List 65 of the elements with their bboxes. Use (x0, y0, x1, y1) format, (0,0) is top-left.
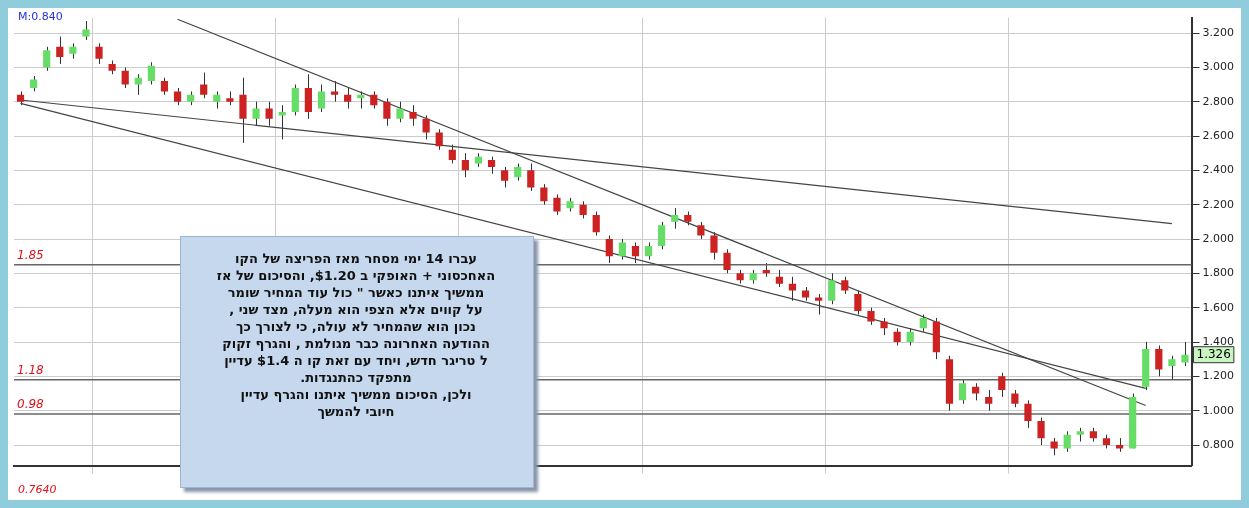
candlestick (344, 87, 352, 110)
y-tick-label: 2.200 (1202, 197, 1235, 211)
candlestick (631, 241, 640, 264)
candlestick (527, 163, 535, 192)
candlestick (592, 211, 600, 237)
candlestick (788, 276, 797, 302)
y-tick-label: 1.000 (1202, 403, 1235, 417)
candlestick (1037, 417, 1045, 446)
candlestick (56, 35, 64, 65)
candlestick (501, 166, 509, 189)
candlestick (671, 207, 679, 230)
candlestick (985, 389, 993, 412)
text: עברו 14 ימי מסחר מאז הפריצה של הקו האחכסוני + האופקי ב $1.20, והסיכום של אז ממשיך איתנו כאשר " כול עוד המחיר שומר על קווים אלא הצפי הוא מעלה, מצד שני , נכון הוא שהמחיר לא עולה, כי לצורך כך ההודעה האחרונה כבר מגולמת , והגרף זקוק ל טריגר חדש, ויחד עם זאת קו ה $1.4 עדיין מתפקד כהתנגדות. ולכן, הסיכום ממשיך איתנו והגרף עדיין חיובי להמשך (216, 251, 496, 419)
candlestick (1168, 355, 1176, 381)
y-tick-label: 1.400 (1202, 334, 1235, 348)
candlestick (553, 193, 561, 216)
candlestick (854, 290, 862, 316)
candlestick (409, 104, 417, 127)
y-tick-label: 1.600 (1202, 300, 1235, 314)
y-tick-label: 3.000 (1202, 60, 1235, 74)
candlestick (43, 46, 51, 72)
candlestick (448, 144, 456, 164)
candlestick (422, 114, 430, 140)
y-tick-label: 0.800 (1202, 437, 1235, 451)
annotation: 1.326 (1196, 346, 1231, 361)
y-tick-label: 1.200 (1202, 369, 1235, 383)
candlestick (815, 293, 823, 316)
candlestick (605, 235, 613, 264)
candlestick (828, 272, 836, 305)
y-tick-label: 2.800 (1202, 94, 1235, 108)
candlestick (265, 101, 273, 127)
candlestick (147, 61, 155, 86)
candlestick (252, 101, 260, 127)
candlestick (200, 72, 208, 99)
candlestick (710, 231, 718, 261)
candlestick (998, 372, 1006, 398)
y-tick-label: 2.400 (1202, 163, 1235, 177)
candlestick (396, 101, 404, 123)
candlestick (658, 221, 666, 250)
candlestick (540, 183, 548, 206)
candlestick (1063, 430, 1071, 453)
annotation: M:0.840 (18, 10, 63, 23)
candlestick (134, 73, 142, 96)
candlestick (383, 97, 391, 127)
candlestick (317, 84, 326, 113)
ref-line-label: 1.85 (17, 247, 44, 262)
candlestick (1024, 399, 1032, 429)
candlestick (723, 248, 731, 274)
candlestick (435, 128, 443, 151)
y-tick-label: 1.800 (1202, 266, 1235, 280)
y-tick-label: 3.200 (1202, 25, 1235, 39)
candlestick (461, 152, 469, 178)
candlestick (958, 379, 967, 405)
candlestick (1181, 341, 1189, 367)
candlestick (121, 66, 129, 89)
candlestick (618, 238, 626, 261)
ref-line-label: 1.18 (17, 362, 45, 377)
candlestick (330, 80, 339, 103)
y-tick-label: 2.000 (1202, 231, 1235, 245)
ref-line-label: 0.98 (17, 397, 45, 412)
candlestick (1155, 344, 1163, 377)
text: 0.7640 (18, 483, 57, 496)
candlestick (95, 42, 103, 65)
y-tick-label: 2.600 (1202, 128, 1235, 142)
candlestick (82, 20, 90, 41)
